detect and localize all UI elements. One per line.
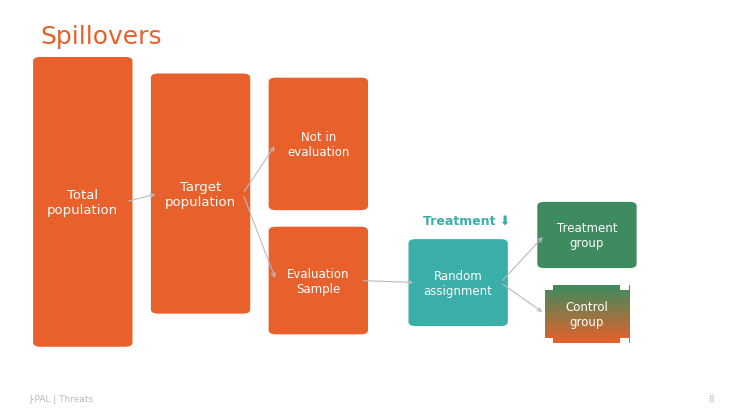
FancyBboxPatch shape: [620, 285, 629, 290]
Text: Random
assignment: Random assignment: [424, 269, 492, 297]
Text: J-PAL | Threats: J-PAL | Threats: [29, 394, 93, 403]
FancyBboxPatch shape: [151, 74, 250, 314]
Text: Total
population: Total population: [47, 188, 118, 216]
Text: Not in
evaluation: Not in evaluation: [287, 131, 350, 159]
FancyBboxPatch shape: [408, 240, 508, 326]
Text: Treatment
group: Treatment group: [556, 221, 618, 249]
FancyBboxPatch shape: [33, 58, 132, 347]
FancyBboxPatch shape: [545, 338, 553, 343]
FancyBboxPatch shape: [269, 78, 368, 211]
FancyBboxPatch shape: [545, 285, 553, 290]
FancyBboxPatch shape: [620, 338, 629, 343]
FancyBboxPatch shape: [537, 202, 637, 268]
Text: Evaluation
Sample: Evaluation Sample: [287, 267, 350, 295]
Text: Control
group: Control group: [565, 300, 609, 328]
Text: Spillovers: Spillovers: [40, 25, 162, 49]
Text: Treatment ⬇: Treatment ⬇: [423, 214, 511, 228]
FancyBboxPatch shape: [269, 227, 368, 335]
Text: Target
population: Target population: [165, 180, 236, 208]
Text: 8: 8: [708, 394, 714, 403]
